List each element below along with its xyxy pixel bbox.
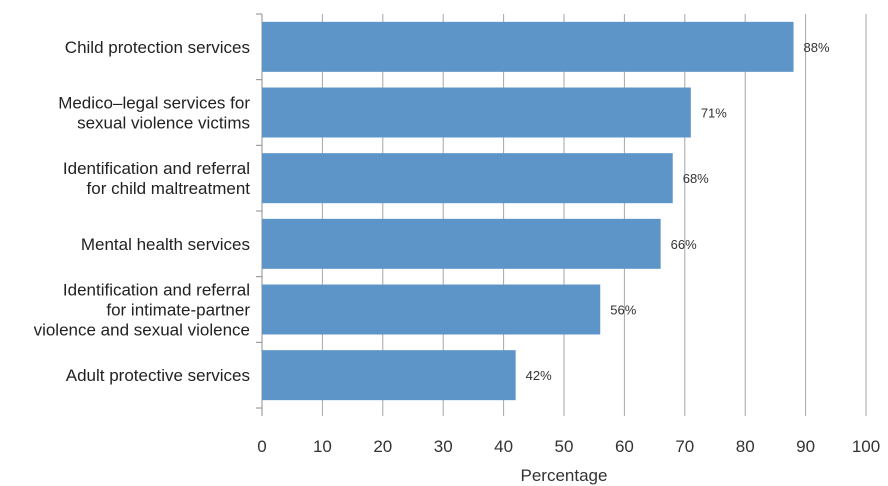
category-label-3: Mental health services xyxy=(81,235,250,254)
bar-3 xyxy=(262,218,661,269)
x-tick-label-90: 90 xyxy=(796,437,815,456)
data-labels: 88% 71% 68% 66% 56% 42% xyxy=(526,40,830,383)
x-tick-label-100: 100 xyxy=(852,437,880,456)
x-tick-label-40: 40 xyxy=(494,437,513,456)
category-label-4: Identification and referral for intimate-… xyxy=(34,281,251,340)
data-label-5: 42% xyxy=(526,368,552,383)
bar-5 xyxy=(262,350,516,401)
category-labels: Child protection services Medico–legal se… xyxy=(34,38,251,385)
bar-2 xyxy=(262,153,673,204)
category-label-0: Child protection services xyxy=(65,38,250,57)
gridlines xyxy=(256,13,867,416)
x-tick-label-80: 80 xyxy=(736,437,755,456)
bar-0 xyxy=(262,21,794,72)
x-tick-label-0: 0 xyxy=(257,437,266,456)
bar-4 xyxy=(262,284,601,335)
category-label-1: Medico–legal services for sexual violence… xyxy=(58,94,250,133)
category-label-2: Identification and referral for child mal… xyxy=(63,159,250,198)
bar-1 xyxy=(262,87,691,138)
data-label-3: 66% xyxy=(671,237,697,252)
x-axis-title: Percentage xyxy=(521,466,608,485)
data-label-1: 71% xyxy=(701,106,727,121)
x-tick-label-20: 20 xyxy=(373,437,392,456)
bars xyxy=(262,21,794,401)
data-label-4: 56% xyxy=(610,303,636,318)
x-tick-label-30: 30 xyxy=(434,437,453,456)
data-label-2: 68% xyxy=(683,171,709,186)
x-tick-label-70: 70 xyxy=(675,437,694,456)
data-label-0: 88% xyxy=(804,40,830,55)
category-label-5: Adult protective services xyxy=(66,366,250,385)
x-tick-label-60: 60 xyxy=(615,437,634,456)
x-tick-label-10: 10 xyxy=(313,437,332,456)
x-tick-label-50: 50 xyxy=(555,437,574,456)
x-axis-ticks: 0 10 20 30 40 50 60 70 80 90 100 xyxy=(257,437,880,456)
